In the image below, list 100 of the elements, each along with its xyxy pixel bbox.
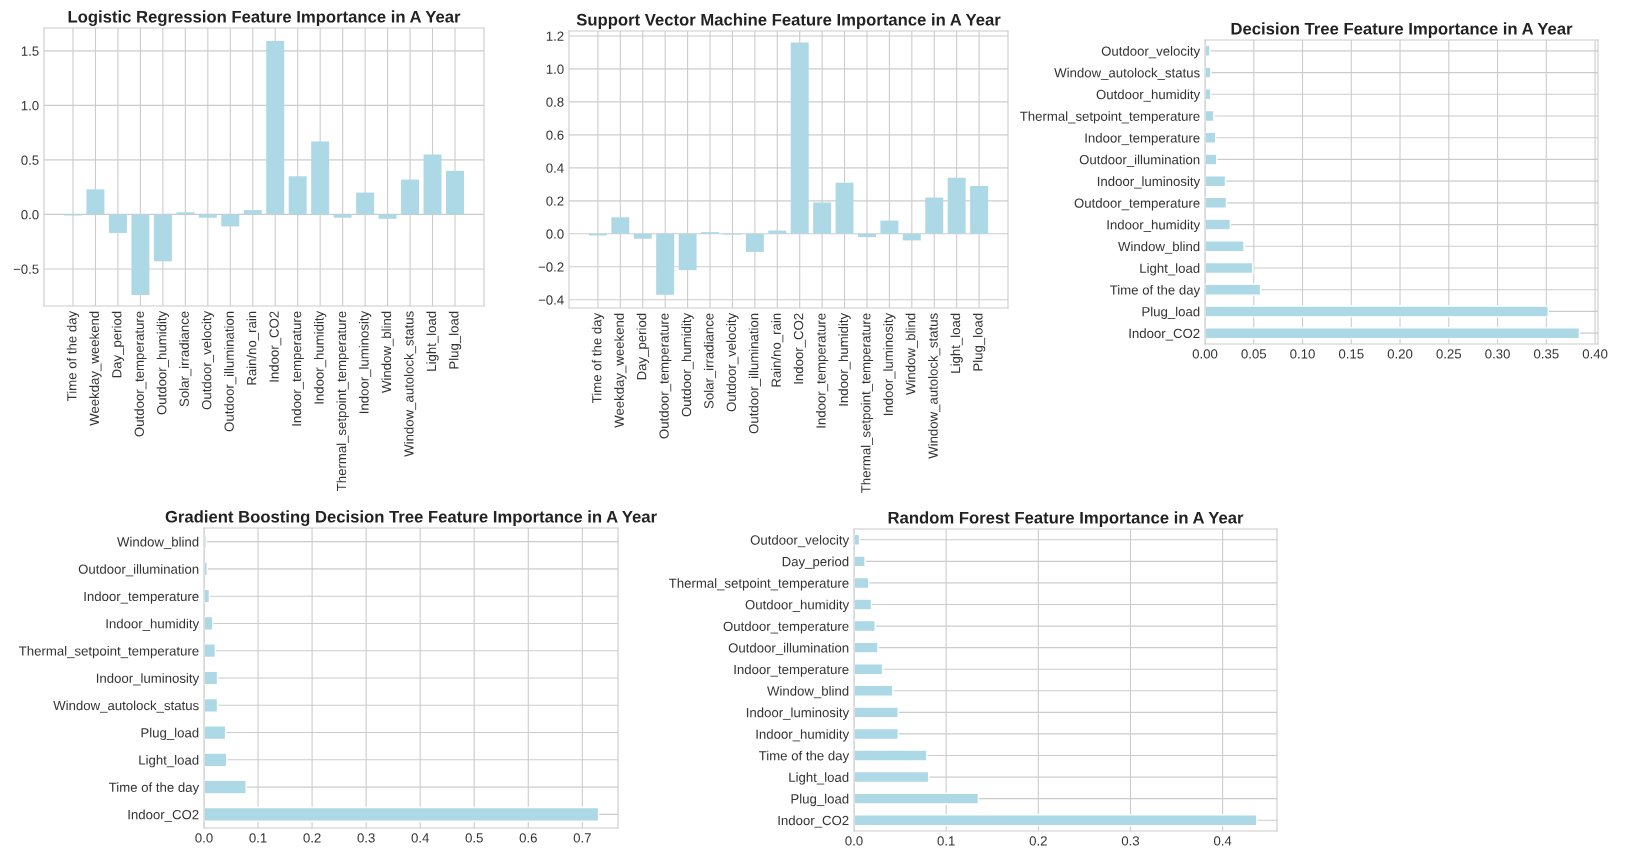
bar	[854, 641, 879, 654]
bar	[1205, 175, 1227, 188]
bar	[1205, 88, 1212, 101]
bar	[813, 202, 832, 234]
y-tick-label: Thermal_setpoint_temperature	[1020, 111, 1200, 124]
x-tick-label: 0.3	[357, 833, 375, 843]
bar	[108, 214, 127, 233]
x-tick-label: 0.0	[195, 833, 213, 843]
bar	[858, 233, 876, 238]
y-tick-label: Window_autolock_status	[53, 700, 199, 713]
y-tick-label: −0.2	[538, 262, 564, 272]
y-tick-label: Outdoor_humidity	[1096, 89, 1201, 102]
x-tick-label: Indoor_CO2	[269, 311, 282, 382]
bar	[446, 170, 464, 215]
y-tick-label: 0.2	[546, 196, 564, 206]
x-tick-label: Plug_load	[448, 311, 462, 369]
bar	[854, 576, 870, 590]
bar	[854, 814, 1258, 827]
bar	[854, 598, 873, 611]
bar	[311, 141, 330, 215]
bar	[204, 752, 228, 768]
bar	[854, 727, 899, 741]
x-tick-label: Window_blind	[381, 311, 394, 393]
y-tick-label: Outdoor_velocity	[1101, 46, 1201, 59]
bar	[1205, 261, 1254, 275]
y-tick-label: Indoor_luminosity	[746, 707, 850, 720]
bar	[854, 663, 884, 676]
y-tick-label: Time of the day	[109, 782, 200, 795]
y-tick-label: Indoor_temperature	[1085, 132, 1200, 146]
y-tick-label: 0.0	[546, 229, 564, 239]
bar	[266, 41, 285, 215]
y-tick-label: 0.5	[21, 155, 39, 165]
y-tick-label: 1.2	[546, 31, 564, 41]
y-tick-label: Outdoor_temperature	[1074, 198, 1200, 211]
bar	[854, 770, 930, 784]
y-tick-label: Indoor_humidity	[756, 729, 850, 742]
bar	[1205, 196, 1228, 209]
bar	[854, 749, 928, 762]
bar	[854, 555, 866, 568]
x-tick-label: 0.1	[937, 836, 955, 846]
bar	[423, 154, 442, 215]
bar	[633, 233, 652, 239]
x-tick-label: Window_autolock_status	[403, 311, 417, 457]
y-tick-label: Indoor_CO2	[128, 809, 199, 822]
x-tick-label: 0.05	[1241, 349, 1267, 359]
y-tick-label: Outdoor_illumination	[728, 642, 849, 656]
bar	[378, 214, 397, 219]
bar	[204, 643, 217, 659]
y-tick-label: Indoor_CO2	[778, 815, 849, 828]
x-tick-label: Light_load	[950, 313, 963, 373]
bar	[356, 192, 375, 215]
x-tick-label: 0.40	[1582, 349, 1608, 359]
x-tick-label: Light_load	[426, 311, 439, 371]
x-tick-label: Indoor_humidity	[314, 310, 327, 404]
bar	[204, 779, 247, 795]
y-tick-label: 1.0	[546, 64, 564, 74]
x-tick-label: 0.35	[1533, 349, 1559, 359]
bar	[925, 197, 944, 234]
bar	[745, 233, 764, 252]
x-tick-label: Plug_load	[972, 313, 986, 371]
bar	[1205, 153, 1218, 166]
bar	[204, 670, 219, 686]
x-tick-label: 0.15	[1338, 349, 1364, 359]
bar	[768, 230, 787, 234]
x-tick-label: Rain/no_rain	[246, 311, 259, 385]
y-tick-label: 0.8	[546, 97, 564, 107]
y-tick-label: Outdoor_illumination	[78, 564, 199, 577]
y-tick-label: Light_load	[789, 772, 849, 785]
y-tick-label: Outdoor_velocity	[750, 535, 850, 548]
bar	[204, 697, 219, 713]
bar	[1205, 240, 1245, 253]
x-tick-label: Indoor_temperature	[291, 311, 304, 426]
y-tick-label: Indoor_luminosity	[1097, 176, 1201, 189]
bar	[1205, 327, 1581, 340]
y-tick-label: 0.0	[21, 209, 39, 220]
chart-title: Decision Tree Feature Importance in A Year	[1231, 22, 1573, 38]
bar	[1205, 66, 1212, 79]
bar	[131, 214, 150, 296]
y-tick-label: Day_period	[782, 556, 849, 569]
x-tick-label: Weekday_weekend	[614, 313, 627, 428]
y-tick-label: Indoor_temperature	[84, 591, 199, 604]
chart-title: Logistic Regression Feature Importance in A Year	[68, 10, 461, 26]
x-tick-label: 0.30	[1485, 349, 1510, 359]
y-tick-label: Window_blind	[1118, 241, 1200, 254]
bar	[790, 42, 809, 234]
bar	[1205, 305, 1549, 318]
x-tick-label: 0.2	[1029, 836, 1047, 846]
y-tick-label: 1.5	[21, 46, 39, 56]
bar	[288, 176, 307, 215]
bar	[1205, 218, 1232, 231]
x-tick-label: Solar_irradiance	[179, 311, 192, 407]
bar	[835, 182, 854, 234]
x-tick-label: Indoor_luminosity	[358, 310, 372, 414]
y-tick-label: Light_load	[1140, 263, 1200, 276]
y-tick-label: Plug_load	[141, 727, 199, 741]
y-tick-label: Thermal_setpoint_temperature	[669, 578, 849, 591]
bar	[1205, 44, 1211, 57]
x-tick-label: Window_blind	[905, 313, 918, 395]
x-tick-label: 0.1	[249, 833, 267, 843]
x-tick-label: 0.7	[573, 833, 591, 843]
